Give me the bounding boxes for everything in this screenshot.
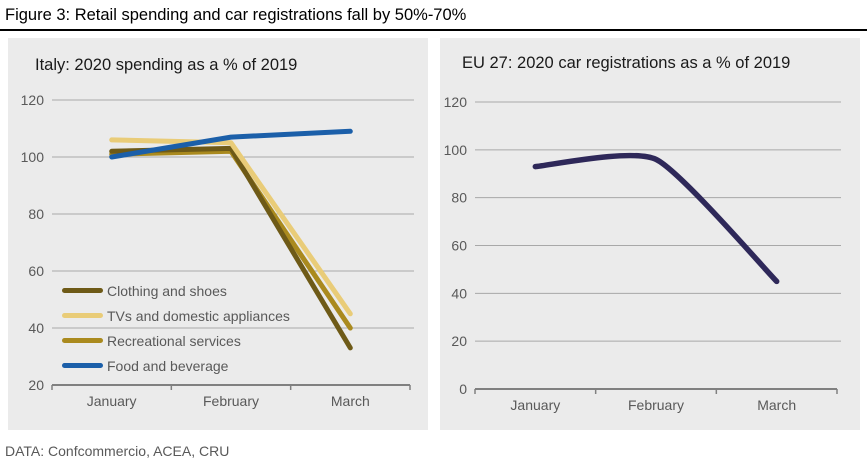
chart-title-italy: Italy: 2020 spending as a % of 2019 xyxy=(35,56,298,74)
legend-label: Clothing and shoes xyxy=(107,282,227,299)
data-source: DATA: Confcommercio, ACEA, CRU xyxy=(5,443,230,459)
legend-item-clothing-and-shoes: Clothing and shoes xyxy=(62,278,290,303)
x-tick-label-february: February xyxy=(628,397,684,413)
y-tick-label-120: 120 xyxy=(444,94,468,110)
y-tick-label-20: 20 xyxy=(451,333,467,349)
y-tick-label-40: 40 xyxy=(28,320,44,336)
legend-item-tvs-and-domestic-appliances: TVs and domestic appliances xyxy=(62,303,290,328)
x-tick-label-march: March xyxy=(757,397,796,413)
x-tick-label-march: March xyxy=(331,393,370,409)
chart-panel-italy-spending: Italy: 2020 spending as a % of 2019 120 1… xyxy=(8,38,428,430)
y-tick-label-100: 100 xyxy=(21,149,45,165)
title-divider xyxy=(0,29,867,31)
x-tick-label-january: January xyxy=(510,397,560,413)
legend-label: TVs and domestic appliances xyxy=(107,307,290,324)
y-tick-label-60: 60 xyxy=(28,263,44,279)
legend-line-swatch xyxy=(62,338,103,343)
y-tick-label-40: 40 xyxy=(451,285,467,301)
legend-line-swatch xyxy=(62,363,103,368)
series-line-food-and-beverage xyxy=(109,128,353,160)
y-tick-label-100: 100 xyxy=(444,142,468,158)
legend-line-swatch xyxy=(62,288,103,293)
series-line-tvs-and-domestic-appliances xyxy=(109,137,353,317)
y-tick-label-80: 80 xyxy=(28,206,44,222)
y-tick-label-0: 0 xyxy=(459,381,467,397)
legend-label: Recreational services xyxy=(107,332,241,349)
chart-panel-eu-car-registrations: EU 27: 2020 car registrations as a % of … xyxy=(440,38,860,430)
x-tick-label-january: January xyxy=(87,393,137,409)
y-tick-label-120: 120 xyxy=(21,92,45,108)
y-tick-label-20: 20 xyxy=(28,377,44,393)
y-tick-label-80: 80 xyxy=(451,190,467,206)
legend-item-food-and-beverage: Food and beverage xyxy=(62,353,290,378)
legend-line-swatch xyxy=(62,313,103,318)
x-tick-label-february: February xyxy=(203,393,259,409)
series-line-eu-27-car-registrations xyxy=(532,152,780,285)
italy-spending-chart: 120 100 80 60 40 20 January February March xyxy=(21,92,414,409)
legend-item-recreational-services: Recreational services xyxy=(62,328,290,353)
y-tick-label-60: 60 xyxy=(451,238,467,254)
legend-label: Food and beverage xyxy=(107,357,229,374)
chart-legend: Clothing and shoes TVs and domestic appli… xyxy=(62,278,290,378)
eu-car-registrations-chart: 120 100 80 60 40 20 0 January February March xyxy=(444,94,841,413)
chart-title-eu: EU 27: 2020 car registrations as a % of … xyxy=(462,54,791,72)
figure-title: Figure 3: Retail spending and car regist… xyxy=(5,6,467,24)
